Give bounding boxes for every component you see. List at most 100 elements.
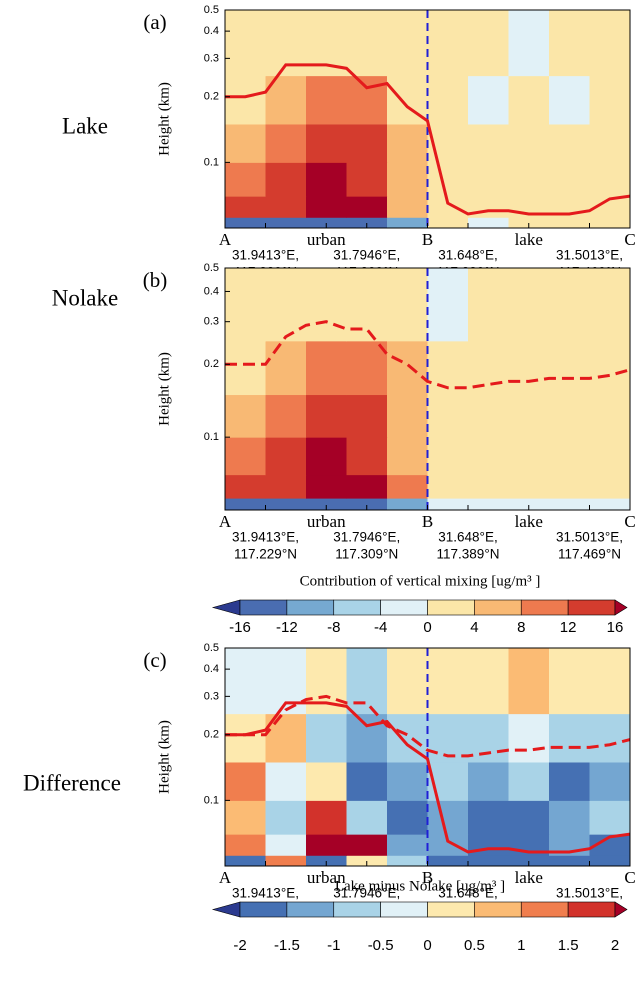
contour-cell	[265, 855, 307, 867]
colorbar-tick-label: -1	[327, 937, 340, 954]
contour-cell	[265, 474, 307, 499]
contour-cell	[306, 855, 347, 867]
contour-cell	[225, 162, 266, 197]
contour-cell	[549, 761, 590, 801]
contour-cell	[387, 498, 428, 511]
contour-cell	[346, 75, 388, 125]
contour-cell	[306, 340, 347, 396]
coord-label: 31.7946°E,	[333, 530, 400, 545]
contour-cell	[589, 196, 631, 218]
contour-cell	[427, 394, 469, 438]
x-tick-label: urban	[307, 868, 346, 887]
contour-cell	[589, 217, 631, 229]
contour-cell	[387, 437, 428, 476]
contour-cell	[265, 268, 307, 342]
contour-cell	[225, 123, 266, 163]
contour-cell	[427, 196, 469, 218]
y-tick-label: 0.3	[204, 52, 219, 64]
contour-cell	[306, 394, 347, 438]
contour-cell	[265, 123, 307, 163]
contour-cell	[387, 217, 428, 229]
colorbar-tick-label: -8	[327, 619, 340, 636]
colorbar-tick-label: 4	[470, 619, 478, 636]
colorbar-tick-label: 8	[517, 619, 525, 636]
contour-cell	[549, 123, 590, 163]
y-axis-label: Height (km)	[156, 82, 172, 156]
colorbar-tick-label: 0	[423, 937, 431, 954]
contour-cell	[225, 713, 266, 763]
contour-cell	[427, 713, 469, 763]
y-tick-label: 0.2	[204, 729, 219, 741]
colorbar-tick-label: -12	[276, 619, 298, 636]
colorbar-end	[211, 901, 241, 918]
contour-cell	[225, 268, 266, 342]
contour-cell	[306, 437, 347, 476]
contour-cell	[468, 217, 509, 229]
colorbar-swatch	[427, 901, 475, 918]
contour-cell	[346, 474, 388, 499]
coord-label: 31.9413°E,	[232, 886, 299, 901]
contour-cell	[346, 648, 388, 715]
contour-cell	[265, 217, 307, 229]
pbl-line	[225, 701, 631, 854]
contour-cell	[549, 713, 590, 763]
colorbar-title: Lake minus Nolake [ug/m³ ]	[335, 878, 505, 894]
colorbar-title: Contribution of vertical mixing [ug/m³ ]	[300, 573, 541, 589]
contour-cell	[549, 474, 590, 499]
colorbar-swatch	[474, 599, 522, 616]
contour-cell	[387, 162, 428, 197]
colorbar-swatch	[333, 901, 381, 918]
contour-cell	[589, 437, 631, 476]
coord-label: 31.5013°E,	[556, 886, 623, 901]
contour-cell	[427, 268, 469, 342]
y-tick-label: 0.5	[204, 262, 219, 274]
coord-label: 31.648°E,	[438, 248, 497, 263]
contour-cell	[427, 474, 469, 499]
contour-cell	[427, 217, 469, 229]
contour-cell	[549, 10, 590, 77]
contour-cell	[306, 217, 347, 229]
contour-cell	[387, 123, 428, 163]
contour-cell	[508, 437, 550, 476]
contour-cell	[265, 498, 307, 511]
contour-cell	[468, 474, 509, 499]
contour-cell	[589, 498, 631, 511]
x-tick-label: lake	[515, 230, 543, 249]
contour-cell	[387, 834, 428, 856]
contour-cell	[225, 196, 266, 218]
x-tick-label: A	[219, 230, 232, 249]
contour-cell	[346, 761, 388, 801]
contour-cell	[387, 340, 428, 396]
contour-cell	[508, 75, 550, 125]
contour-cell	[549, 162, 590, 197]
contour-cell	[589, 855, 631, 867]
x-tick-label: A	[219, 868, 232, 887]
contour-cell	[549, 855, 590, 867]
contour-cell	[427, 10, 469, 77]
contour-cell	[306, 498, 347, 511]
contour-cell	[306, 123, 347, 163]
colorbar-swatch	[286, 599, 335, 616]
contour-cell	[427, 162, 469, 197]
coord-label: 31.9413°E,	[232, 530, 299, 545]
contour-cell	[549, 648, 590, 715]
contour-cell	[549, 340, 590, 396]
contour-cell	[468, 855, 509, 867]
contour-cell	[346, 10, 388, 77]
contour-cell	[589, 10, 631, 77]
contour-cell	[508, 498, 550, 511]
colorbar-swatch	[520, 901, 569, 918]
contour-cell	[306, 713, 347, 763]
coord-label: 31.648°E,	[438, 530, 497, 545]
contour-cell	[346, 217, 388, 229]
y-axis-label: Height (km)	[156, 720, 172, 794]
contour-cell	[387, 196, 428, 218]
colorbar-swatch	[380, 599, 428, 616]
contour-cell	[508, 800, 550, 835]
contour-cell	[306, 268, 347, 342]
contour-cell	[508, 10, 550, 77]
colorbar-swatch	[427, 599, 475, 616]
panel-label: (c)	[143, 648, 166, 672]
x-tick-label: C	[624, 230, 635, 249]
contour-cell	[589, 648, 631, 715]
